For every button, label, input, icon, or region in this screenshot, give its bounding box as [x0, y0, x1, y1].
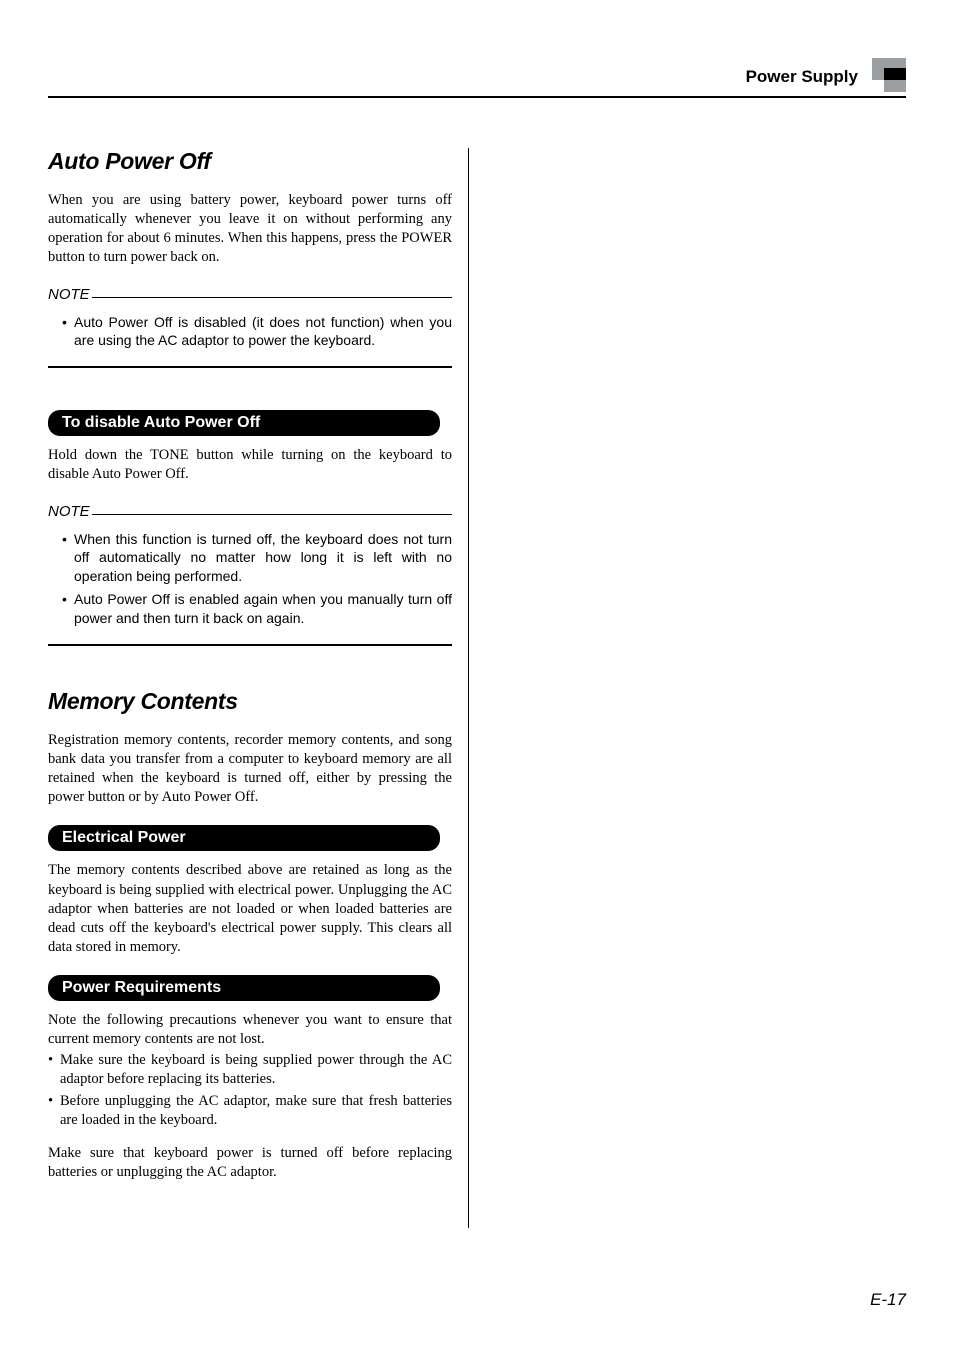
note-label: NOTE [48, 286, 92, 303]
chapter-title: Power Supply [746, 67, 858, 87]
subheading-power-requirements: Power Requirements [48, 975, 440, 1001]
subheading-disable-apo: To disable Auto Power Off [48, 410, 440, 436]
subheading-electrical-power: Electrical Power [48, 825, 440, 851]
list-item: Make sure the keyboard is being supplied… [48, 1051, 452, 1089]
note-rule [92, 297, 452, 298]
section-auto-power-off-title: Auto Power Off [48, 148, 452, 175]
note-block-2: NOTE When this function is turned off, t… [48, 503, 452, 646]
note-rule [92, 514, 452, 515]
power-requirements-footer: Make sure that keyboard power is turned … [48, 1144, 452, 1182]
power-requirements-list: Make sure the keyboard is being supplied… [48, 1051, 452, 1130]
note-item: Auto Power Off is enabled again when you… [62, 590, 452, 628]
note-item: When this function is turned off, the ke… [62, 530, 452, 587]
note-block-1: NOTE Auto Power Off is disabled (it does… [48, 286, 452, 369]
disable-apo-body: Hold down the TONE button while turning … [48, 446, 452, 484]
note-label: NOTE [48, 503, 92, 520]
memory-contents-body: Registration memory contents, recorder m… [48, 731, 452, 808]
corner-decoration-icon [872, 58, 906, 92]
main-column: Auto Power Off When you are using batter… [48, 148, 452, 1200]
page-number: E-17 [870, 1290, 906, 1310]
note-item: Auto Power Off is disabled (it does not … [62, 313, 452, 351]
header-rule [48, 96, 906, 98]
section-memory-contents-title: Memory Contents [48, 688, 452, 715]
electrical-power-body: The memory contents described above are … [48, 861, 452, 957]
auto-power-off-body: When you are using battery power, keyboa… [48, 191, 452, 268]
note-list-2: When this function is turned off, the ke… [48, 520, 452, 646]
list-item: Before unplugging the AC adaptor, make s… [48, 1092, 452, 1130]
power-requirements-intro: Note the following precautions whenever … [48, 1011, 452, 1049]
note-list-1: Auto Power Off is disabled (it does not … [48, 303, 452, 369]
column-divider [468, 148, 469, 1228]
